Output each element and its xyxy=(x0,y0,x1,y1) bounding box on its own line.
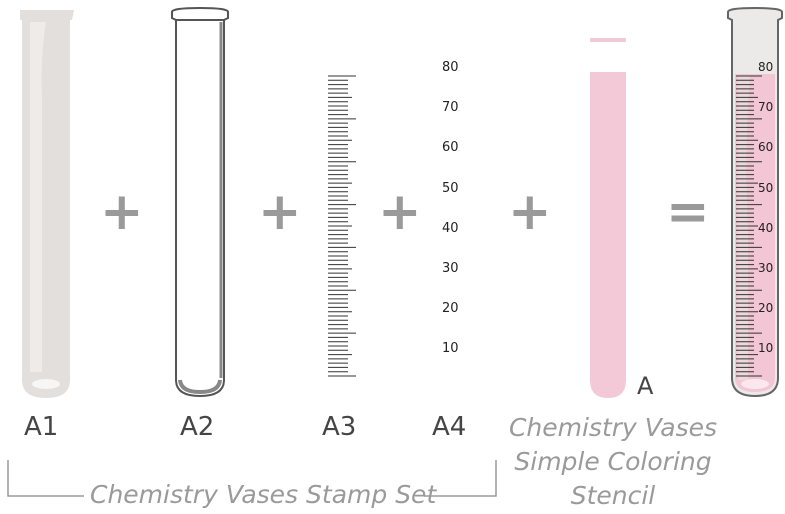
scale-number: 40 xyxy=(758,220,774,235)
scale-number: 60 xyxy=(442,140,459,156)
scale-number: 70 xyxy=(758,100,774,115)
scale-number: 50 xyxy=(758,180,774,195)
stencil-caption: Chemistry Vases Simple Coloring Stencil xyxy=(508,411,718,513)
tube-a1-solid xyxy=(20,10,74,398)
tick-scale-a3 xyxy=(328,75,356,377)
plus-sign-1: + xyxy=(100,182,144,242)
equals-sign: = xyxy=(666,182,710,242)
final-tube-composite xyxy=(727,6,783,398)
stencil-letter: A xyxy=(637,372,654,400)
part-code-a3: A3 xyxy=(322,412,357,442)
scale-number: 50 xyxy=(442,180,459,196)
scale-number: 10 xyxy=(442,341,459,357)
plus-sign-4: + xyxy=(508,182,552,242)
scale-number: 60 xyxy=(758,140,774,155)
part-code-a2: A2 xyxy=(180,412,215,442)
scale-number: 30 xyxy=(758,261,774,275)
stencil-shape xyxy=(590,38,626,398)
scale-number: 70 xyxy=(442,100,459,116)
stamp-set-caption: Chemistry Vases Stamp Set xyxy=(90,480,437,509)
plus-sign-3: + xyxy=(378,182,422,242)
scale-number: 20 xyxy=(442,301,459,317)
tick-scale-final xyxy=(736,75,762,377)
stencil-caption-line-3: Stencil xyxy=(570,481,656,510)
stencil-caption-line-1: Chemistry Vases xyxy=(508,413,718,442)
stamp-set-bracket xyxy=(7,460,497,497)
tube-a2-outline xyxy=(171,6,229,398)
stencil-caption-line-2: Simple Coloring xyxy=(514,447,712,476)
part-code-a4: A4 xyxy=(432,412,467,442)
scale-number: 30 xyxy=(442,261,459,276)
scale-number: 20 xyxy=(758,301,774,316)
scale-number: 10 xyxy=(758,341,774,356)
plus-sign-2: + xyxy=(258,182,302,242)
part-code-a1: A1 xyxy=(24,412,59,442)
scale-number: 80 xyxy=(758,60,774,74)
scale-number: 40 xyxy=(442,220,459,236)
scale-number: 80 xyxy=(442,60,459,75)
